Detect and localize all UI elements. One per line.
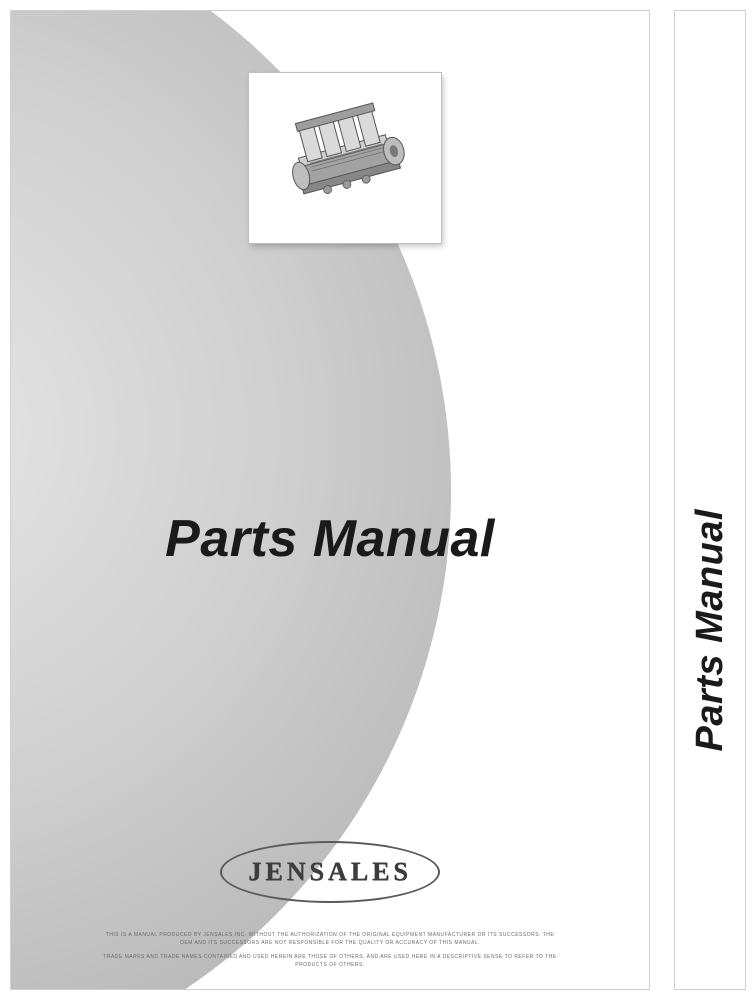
brand-name: JENSALES — [248, 857, 412, 887]
spine: Parts Manual — [674, 10, 746, 990]
engine-icon — [270, 98, 420, 218]
brand-oval: JENSALES — [220, 841, 440, 903]
illustration-box — [249, 73, 441, 243]
fineprint-line-2: TRADE MARKS AND TRADE NAMES CONTAINED AN… — [100, 953, 560, 969]
front-cover: Parts Manual JENSALES THIS IS A MANUAL P… — [10, 10, 650, 990]
page-wrap: Parts Manual JENSALES THIS IS A MANUAL P… — [10, 10, 746, 990]
fineprint-block: THIS IS A MANUAL PRODUCED BY JENSALES IN… — [100, 931, 560, 969]
spine-title: Parts Manual — [689, 509, 732, 752]
cover-title: Parts Manual — [11, 509, 649, 569]
fineprint-line-1: THIS IS A MANUAL PRODUCED BY JENSALES IN… — [100, 931, 560, 947]
